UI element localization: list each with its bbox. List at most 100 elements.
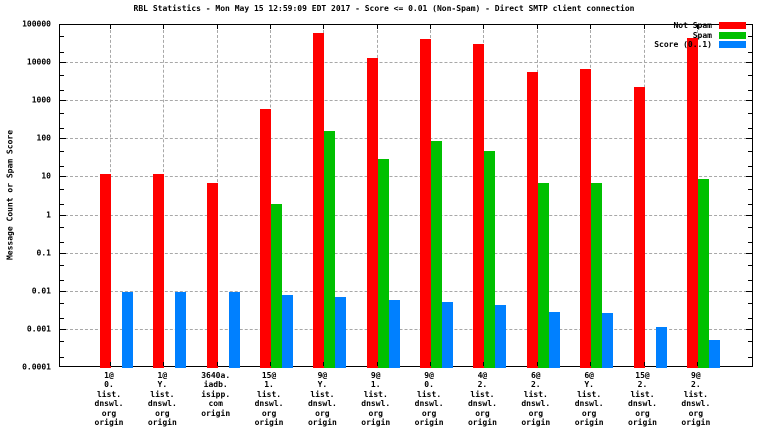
grid-line-horizontal	[60, 252, 752, 254]
y-major-tick-left	[60, 328, 66, 330]
bar-score-0-1	[655, 326, 667, 368]
y-minor-tick-right	[748, 356, 752, 358]
y-major-tick-right	[746, 328, 752, 330]
y-minor-tick-right	[748, 112, 752, 114]
y-major-tick-right	[746, 138, 752, 140]
y-major-tick-left	[60, 62, 66, 64]
bar-score-0-1	[228, 291, 240, 368]
y-major-tick-left	[60, 214, 66, 216]
y-minor-tick-left	[60, 265, 64, 267]
y-minor-tick-left	[60, 318, 64, 320]
grid-line-horizontal	[60, 214, 752, 216]
bar-score-0-1	[495, 304, 507, 368]
bar-spam	[697, 179, 709, 368]
y-minor-tick-right	[748, 341, 752, 343]
x-tick-bottom	[110, 362, 111, 366]
y-major-tick-left	[60, 252, 66, 254]
y-minor-tick-right	[748, 165, 752, 167]
bar-not-spam	[260, 109, 272, 368]
y-minor-tick-left	[60, 280, 64, 282]
y-minor-tick-right	[748, 265, 752, 267]
x-tick-top	[590, 25, 592, 29]
x-tick-label: 15@ 2. list. dnswl. org origin	[628, 371, 657, 428]
bar-spam	[271, 204, 283, 368]
x-tick-label: 1@ 0. list. dnswl. org origin	[94, 371, 124, 428]
grid-line-horizontal	[60, 176, 752, 178]
bar-not-spam	[633, 87, 645, 368]
legend-label-spam: Spam	[692, 30, 712, 40]
x-tick-bottom	[590, 362, 592, 366]
bar-spam	[484, 150, 496, 368]
x-tick-label: 15@ 1. list. dnswl. org origin	[254, 371, 284, 428]
x-tick-bottom	[216, 362, 218, 366]
legend-swatch-not-spam	[719, 22, 746, 30]
y-major-tick-left	[60, 138, 66, 140]
bar-not-spam	[580, 69, 592, 368]
y-minor-tick-right	[748, 150, 752, 152]
legend-row-spam: Spam	[654, 31, 746, 41]
bar-not-spam	[153, 174, 165, 368]
grid-line-horizontal	[60, 100, 752, 102]
y-minor-tick-right	[748, 188, 752, 190]
y-tick-label: 100	[36, 133, 51, 143]
y-minor-tick-right	[748, 89, 752, 91]
legend-label-score-0-1: Score (0..1)	[654, 40, 712, 50]
y-major-tick-left	[60, 100, 66, 102]
y-major-tick-right	[746, 100, 752, 102]
x-tick-top	[323, 25, 325, 29]
x-tick-bottom	[376, 362, 378, 366]
y-tick-label: 100000	[22, 19, 51, 29]
bar-score-0-1	[708, 339, 720, 368]
y-tick-label: 0.01	[31, 286, 51, 296]
bar-spam	[324, 130, 336, 368]
chart-title: RBL Statistics - Mon May 15 12:59:09 EDT…	[133, 4, 635, 13]
grid-line-horizontal	[60, 138, 752, 140]
y-major-tick-right	[746, 214, 752, 216]
y-minor-tick-left	[60, 127, 64, 129]
y-tick-label: 1	[46, 210, 51, 220]
bar-score-0-1	[175, 291, 187, 368]
bar-score-0-1	[282, 295, 294, 368]
y-tick-label: 10	[41, 171, 51, 181]
x-tick-label: 9@ 1. list. dnswl. org origin	[361, 371, 391, 428]
y-minor-tick-right	[748, 242, 752, 244]
x-tick-label: 3640a. iadb. isipp. com origin	[201, 371, 231, 418]
x-tick-bottom	[163, 362, 165, 366]
y-minor-tick-right	[748, 127, 752, 129]
bar-not-spam	[473, 43, 485, 368]
x-tick-top	[483, 25, 485, 29]
x-tick-bottom	[643, 362, 645, 366]
x-tick-label: 9@ 2. list. dnswl. org origin	[681, 371, 711, 428]
y-minor-tick-left	[60, 150, 64, 152]
y-minor-tick-left	[60, 227, 64, 229]
y-minor-tick-left	[60, 188, 64, 190]
y-minor-tick-left	[60, 303, 64, 305]
y-minor-tick-right	[748, 51, 752, 53]
y-minor-tick-left	[60, 36, 64, 38]
x-tick-label: 4@ 2. list. dnswl. org origin	[467, 371, 497, 428]
bar-not-spam	[313, 33, 325, 368]
grid-line-horizontal	[60, 290, 752, 292]
y-minor-tick-left	[60, 356, 64, 358]
y-minor-tick-right	[748, 36, 752, 38]
x-tick-label: 9@ 0. list. dnswl. org origin	[414, 371, 444, 428]
y-tick-label: 0.001	[26, 324, 51, 334]
x-tick-label: 9@ Y. list. dnswl. org origin	[307, 371, 337, 428]
x-tick-top	[163, 25, 165, 29]
y-tick-label: 1000	[31, 95, 51, 105]
y-minor-tick-right	[748, 204, 752, 206]
x-tick-top	[643, 25, 645, 29]
legend-label-not-spam: Not Spam	[673, 21, 712, 31]
bar-score-0-1	[442, 301, 454, 368]
x-tick-bottom	[430, 362, 432, 366]
legend-row-not-spam: Not Spam	[654, 21, 746, 31]
y-major-tick-left	[60, 176, 66, 178]
y-tick-label: 0.0001	[22, 362, 51, 372]
bar-score-0-1	[335, 296, 347, 368]
x-tick-bottom	[483, 362, 485, 366]
legend: Not Spam Spam Score (0..1)	[654, 21, 746, 50]
x-tick-bottom	[696, 362, 698, 366]
y-major-tick-right	[746, 176, 752, 178]
bar-score-0-1	[388, 300, 400, 368]
y-minor-tick-left	[60, 74, 64, 76]
